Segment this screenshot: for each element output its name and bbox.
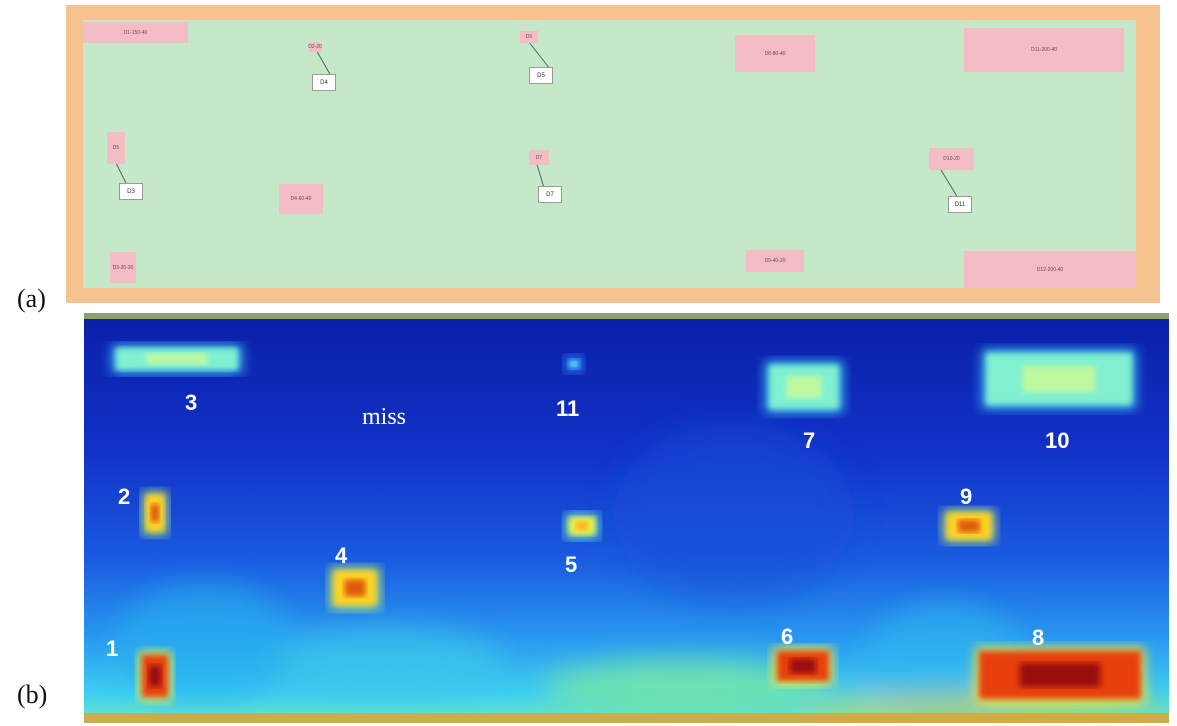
specimen-layout-panel: D1-150-40 D2-20 D3-20-20 D4-60-40 D5 D6 …	[66, 5, 1160, 303]
defect-label: D11-200-40	[1031, 47, 1057, 53]
defect-d7: D8-80-40	[735, 35, 815, 72]
tag-d3: D3	[119, 183, 143, 200]
defect-label: D3-20-20	[113, 265, 134, 271]
defect-d4: D4-60-40	[279, 184, 323, 214]
defect-d8: D12-200-40	[964, 251, 1136, 288]
hotspot-core	[787, 376, 822, 398]
leader-line	[941, 170, 958, 198]
defect-d10: D11-200-40	[964, 28, 1124, 72]
defect-label: D10-20	[943, 156, 959, 162]
defect-d6: D9-40-20	[746, 250, 804, 272]
defect-d11: D7	[529, 150, 549, 165]
hotspot-h5	[565, 513, 599, 539]
hotspot-h8	[975, 647, 1145, 703]
panel-a-label: (a)	[17, 284, 46, 314]
defect-label: D12-200-40	[1037, 267, 1063, 273]
hotspot-core	[1020, 663, 1101, 687]
hotspot-core	[571, 362, 577, 367]
defect-label: D6	[526, 34, 532, 40]
hotspot-core	[790, 659, 816, 674]
heat-label-3: 3	[185, 390, 197, 416]
heat-label-miss: miss	[362, 404, 406, 431]
tag-d7: D7	[538, 186, 562, 203]
defect-label: D9-40-20	[765, 258, 786, 264]
defect-d3: D1-150-40	[83, 22, 188, 43]
leader-line	[315, 48, 331, 76]
defect-d1: D3-20-20	[110, 252, 136, 283]
heatmap-panel	[84, 313, 1169, 723]
hotspot-core	[1023, 366, 1096, 392]
hotspot-h7	[765, 361, 843, 413]
panel-b-label: (b)	[17, 680, 47, 710]
defect-d9: D10-20	[929, 148, 974, 170]
heatmap-bottom-edge	[84, 713, 1169, 723]
hotspot-h9	[943, 509, 995, 543]
tag-d11: D11	[948, 196, 972, 213]
heat-label-4: 4	[335, 543, 347, 569]
tag-d5: D5	[529, 67, 553, 84]
hotspot-core	[345, 580, 366, 597]
leader-line	[536, 161, 544, 188]
heat-label-11: 11	[556, 396, 579, 422]
hotspot-core	[576, 522, 589, 531]
heat-label-2: 2	[118, 484, 130, 510]
hotspot-core	[149, 666, 162, 687]
heatmap-top-edge	[84, 313, 1169, 319]
tag-d4: D4	[312, 74, 336, 91]
heat-label-5: 5	[565, 552, 577, 578]
defect-label: D1-150-40	[124, 30, 148, 36]
defect-d5: D6	[520, 31, 538, 43]
defect-dmiss: D5	[107, 132, 125, 164]
defect-d2: D2-20	[309, 42, 321, 52]
hotspot-h10	[982, 349, 1136, 409]
defect-label: D4-60-40	[291, 196, 312, 202]
hotspot-h4	[330, 567, 380, 609]
heat-label-7: 7	[803, 428, 815, 454]
hotspot-core	[958, 520, 980, 533]
defect-label: D7	[536, 155, 542, 161]
hotspot-h6	[773, 647, 833, 685]
heat-label-10: 10	[1045, 428, 1069, 454]
hotspot-core	[151, 504, 160, 522]
hotspot-h3	[112, 344, 242, 374]
defect-label: D5	[113, 145, 119, 151]
defect-label: D2-20	[308, 44, 322, 50]
hotspot-h1	[138, 651, 172, 701]
heat-label-6: 6	[781, 624, 793, 650]
hotspot-h11	[564, 355, 584, 373]
defect-label: D8-80-40	[765, 51, 786, 57]
specimen-plate: D1-150-40 D2-20 D3-20-20 D4-60-40 D5 D6 …	[83, 20, 1136, 288]
heat-label-1: 1	[106, 636, 118, 662]
hotspot-h2	[142, 491, 168, 535]
heat-label-8: 8	[1032, 625, 1044, 651]
heat-label-9: 9	[960, 484, 972, 510]
hotspot-core	[147, 354, 208, 365]
